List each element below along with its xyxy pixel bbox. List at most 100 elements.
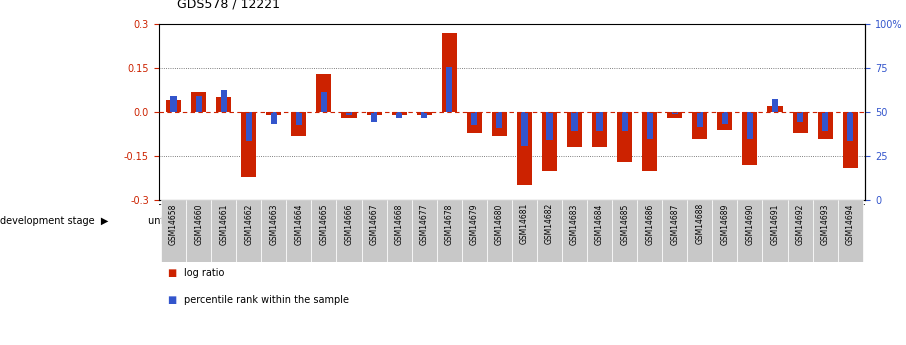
- Bar: [316, 74, 332, 112]
- Text: GSM14689: GSM14689: [720, 203, 729, 245]
- Text: GSM14679: GSM14679: [470, 203, 478, 245]
- Text: GSM14688: GSM14688: [695, 203, 704, 245]
- Bar: [417, 112, 431, 115]
- Bar: [697, 112, 703, 127]
- Text: GSM14692: GSM14692: [795, 203, 805, 245]
- Bar: [787, 200, 813, 262]
- Bar: [537, 200, 562, 262]
- Bar: [396, 112, 402, 118]
- Text: 8-cell embryo: 8-cell embryo: [528, 216, 595, 226]
- Bar: [411, 204, 512, 237]
- Text: percentile rank within the sample: percentile rank within the sample: [184, 295, 349, 305]
- Bar: [843, 112, 858, 168]
- Bar: [712, 200, 737, 262]
- Bar: [667, 112, 682, 118]
- Bar: [471, 112, 477, 125]
- Bar: [546, 112, 553, 140]
- Text: GSM14680: GSM14680: [495, 203, 504, 245]
- Text: GSM14683: GSM14683: [570, 203, 579, 245]
- Bar: [492, 112, 506, 136]
- Bar: [517, 112, 532, 186]
- Bar: [166, 100, 181, 112]
- Text: GSM14691: GSM14691: [770, 203, 779, 245]
- Bar: [446, 67, 452, 112]
- Bar: [737, 200, 763, 262]
- Bar: [191, 91, 207, 112]
- Bar: [321, 91, 327, 112]
- Bar: [567, 112, 582, 147]
- Text: GSM14663: GSM14663: [269, 203, 278, 245]
- Bar: [411, 200, 437, 262]
- Text: GSM14666: GSM14666: [344, 203, 353, 245]
- Text: 2-cell embryo: 2-cell embryo: [315, 216, 382, 226]
- Bar: [266, 112, 282, 115]
- Bar: [342, 112, 357, 118]
- Bar: [596, 112, 602, 131]
- Bar: [747, 112, 753, 138]
- Bar: [572, 112, 578, 131]
- Text: GSM14686: GSM14686: [645, 203, 654, 245]
- Bar: [797, 112, 804, 122]
- Bar: [261, 200, 286, 262]
- Bar: [662, 200, 688, 262]
- Bar: [295, 112, 302, 125]
- Bar: [312, 200, 336, 262]
- Bar: [612, 204, 712, 237]
- Bar: [186, 200, 211, 262]
- Bar: [521, 112, 527, 146]
- Text: log ratio: log ratio: [184, 268, 225, 277]
- Bar: [196, 96, 202, 112]
- Bar: [496, 112, 503, 128]
- Bar: [647, 112, 653, 138]
- Bar: [371, 112, 377, 122]
- Bar: [241, 112, 256, 177]
- Bar: [387, 200, 411, 262]
- Bar: [286, 200, 312, 262]
- Bar: [161, 204, 211, 237]
- Bar: [712, 204, 863, 237]
- Bar: [421, 112, 428, 118]
- Bar: [246, 112, 252, 141]
- Text: GSM14693: GSM14693: [821, 203, 830, 245]
- Bar: [742, 112, 757, 165]
- Bar: [562, 200, 587, 262]
- Text: GSM14668: GSM14668: [395, 203, 403, 245]
- Bar: [391, 112, 407, 115]
- Text: GSM14677: GSM14677: [419, 203, 429, 245]
- Bar: [772, 99, 778, 112]
- Bar: [161, 200, 186, 262]
- Bar: [847, 112, 853, 141]
- Bar: [671, 112, 678, 114]
- Bar: [642, 112, 657, 171]
- Bar: [437, 200, 462, 262]
- Text: GSM14678: GSM14678: [445, 203, 454, 245]
- Bar: [813, 200, 838, 262]
- Text: fertilized egg: fertilized egg: [217, 216, 281, 226]
- Bar: [217, 97, 231, 112]
- Bar: [612, 200, 637, 262]
- Bar: [211, 200, 236, 262]
- Text: GSM14662: GSM14662: [245, 203, 254, 245]
- Bar: [361, 200, 387, 262]
- Bar: [271, 112, 277, 124]
- Bar: [442, 33, 457, 112]
- Bar: [622, 112, 628, 131]
- Bar: [512, 200, 537, 262]
- Text: GDS578 / 12221: GDS578 / 12221: [177, 0, 280, 10]
- Text: morula: morula: [645, 216, 680, 226]
- Bar: [211, 204, 286, 237]
- Bar: [286, 204, 411, 237]
- Text: GSM14690: GSM14690: [746, 203, 755, 245]
- Text: 4-cell embryo: 4-cell embryo: [429, 216, 496, 226]
- Bar: [718, 112, 732, 130]
- Bar: [637, 200, 662, 262]
- Text: GSM14661: GSM14661: [219, 203, 228, 245]
- Text: blastocyst: blastocyst: [763, 216, 813, 226]
- Bar: [346, 112, 352, 115]
- Bar: [617, 112, 632, 162]
- Bar: [763, 200, 787, 262]
- Bar: [336, 200, 361, 262]
- Bar: [593, 112, 607, 147]
- Text: GSM14685: GSM14685: [621, 203, 629, 245]
- Text: GSM14660: GSM14660: [194, 203, 203, 245]
